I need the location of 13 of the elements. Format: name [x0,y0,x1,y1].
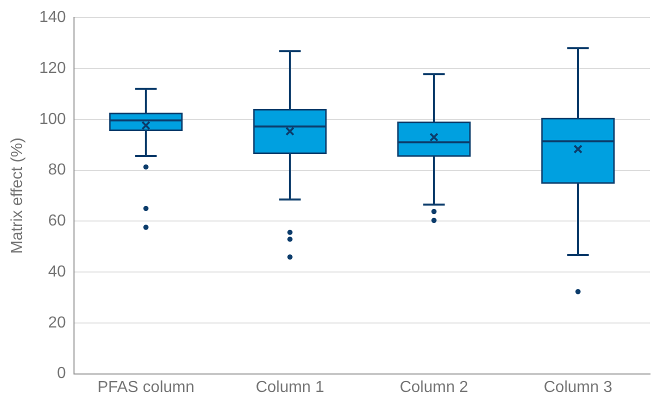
y-tick-label: 80 [48,162,66,179]
y-tick-label: 120 [39,60,66,77]
x-tick-label: PFAS column [97,378,194,396]
y-tick-label: 60 [48,212,66,230]
y-tick-label: 40 [48,263,66,280]
x-tick-label: Column 3 [544,378,612,396]
y-tick-label: 20 [48,314,66,332]
y-axis-title: Matrix effect (%) [9,138,26,254]
y-tick-label: 140 [39,9,66,26]
x-tick-label: Column 1 [256,378,324,396]
x-tick-label: Column 2 [400,378,468,396]
y-tick-label: 100 [39,110,66,128]
y-tick-label: 0 [56,365,66,382]
